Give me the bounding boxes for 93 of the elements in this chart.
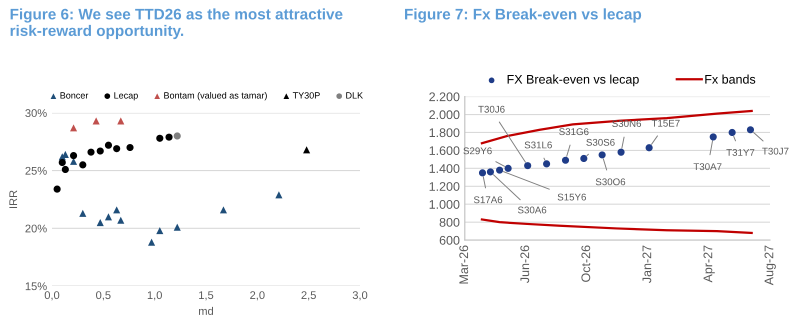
point	[728, 128, 736, 136]
chart-title: Figure 6: We see TTD26 as the most attractive risk-reward opportunity.	[10, 8, 342, 40]
point	[62, 166, 69, 173]
y-tick-label: 1.600	[430, 146, 460, 156]
x-tick-label: Mar-26	[459, 246, 468, 284]
point	[117, 216, 124, 224]
point	[96, 219, 104, 226]
point	[87, 148, 95, 156]
y-tick-label: 600	[440, 236, 460, 245]
point	[478, 169, 486, 176]
point	[148, 238, 156, 246]
chart-title: Figure 7: Fx Break-even vs lecap	[405, 8, 642, 23]
y-tick-label: 30%	[25, 109, 47, 118]
legend-label: Bontam (valued as tamar)	[164, 92, 267, 100]
annotation: T15E7	[652, 120, 680, 127]
annotation: S31G6	[559, 128, 589, 136]
x-tick-label: Jun-26	[520, 246, 530, 283]
x-tick-label: 3,0	[352, 291, 368, 300]
point	[618, 148, 625, 156]
legend-label: Boncer	[60, 92, 88, 99]
point	[746, 126, 754, 134]
annotation: S15Y6	[558, 194, 586, 201]
y-tick-label: 1.200	[430, 182, 460, 191]
legend-label: DLK	[346, 92, 363, 99]
legend-label: Fx bands	[705, 74, 756, 84]
y-tick-label: 800	[440, 218, 460, 227]
point	[543, 160, 550, 168]
x-tick-label: Jan-27	[642, 246, 652, 283]
point	[104, 213, 112, 220]
point	[174, 224, 181, 231]
point	[562, 156, 570, 164]
y-tick-label: 2.200	[429, 92, 460, 102]
annotation: S29Y6	[463, 147, 492, 154]
x-axis-title: md	[199, 306, 213, 315]
point	[303, 146, 310, 154]
annotation: T30J7	[762, 148, 788, 155]
y-axis-title: IRR	[9, 190, 18, 208]
annotation: T30A7	[694, 163, 722, 170]
legend-label: TY30P	[292, 92, 320, 99]
y-tick-label: 15%	[26, 282, 47, 290]
y-tick-label: 1.000	[430, 200, 460, 209]
point	[70, 124, 78, 132]
point	[96, 147, 104, 155]
point	[166, 134, 173, 141]
annotation: T30J6	[478, 106, 505, 113]
point	[275, 191, 282, 198]
legend-label: Lecap	[114, 92, 138, 100]
point	[524, 162, 532, 170]
point	[486, 168, 494, 176]
x-tick-label: 0,0	[44, 291, 60, 300]
annotation: S31L6	[524, 142, 552, 148]
point	[70, 152, 78, 160]
x-tick-label: 2,5	[302, 291, 316, 300]
x-tick-label: Apr-27	[703, 246, 715, 282]
point	[117, 117, 124, 125]
y-tick-label: 20%	[25, 224, 47, 232]
point	[54, 186, 61, 193]
point	[220, 206, 227, 214]
point	[504, 164, 512, 172]
x-tick-label: Oct-26	[581, 246, 590, 282]
x-tick-label: 0,5	[96, 291, 111, 300]
annotation: S30S6	[586, 138, 615, 146]
x-tick-label: Aug-27	[764, 246, 776, 286]
point	[104, 142, 112, 149]
x-tick-label: 2,0	[250, 291, 265, 300]
y-tick-label: 25%	[25, 166, 47, 175]
point	[58, 158, 66, 166]
x-tick-label: 1,5	[199, 291, 214, 300]
point	[113, 206, 120, 214]
point	[79, 161, 86, 168]
point	[174, 132, 181, 140]
point	[580, 154, 588, 162]
point	[496, 166, 504, 174]
y-tick-label: 1.800	[430, 128, 460, 138]
y-tick-label: 1.400	[430, 164, 460, 173]
point	[646, 144, 653, 152]
point	[156, 227, 164, 234]
legend-label: FX Break-even vs lecap	[508, 74, 639, 86]
point	[92, 117, 100, 125]
annotation: S17A6	[474, 196, 502, 204]
point	[598, 151, 606, 158]
annotation: S30O6	[596, 178, 626, 186]
annotation: T31Y7	[726, 149, 754, 156]
point	[710, 133, 717, 140]
line-series	[480, 218, 753, 234]
y-tick-label: 2.000	[429, 110, 460, 120]
x-tick-label: 1,0	[148, 291, 162, 300]
annotation: S30N6	[612, 120, 642, 128]
point	[79, 210, 86, 217]
point	[113, 145, 120, 152]
annotation: S30A6	[518, 206, 546, 214]
point	[156, 134, 164, 142]
point	[126, 144, 134, 152]
